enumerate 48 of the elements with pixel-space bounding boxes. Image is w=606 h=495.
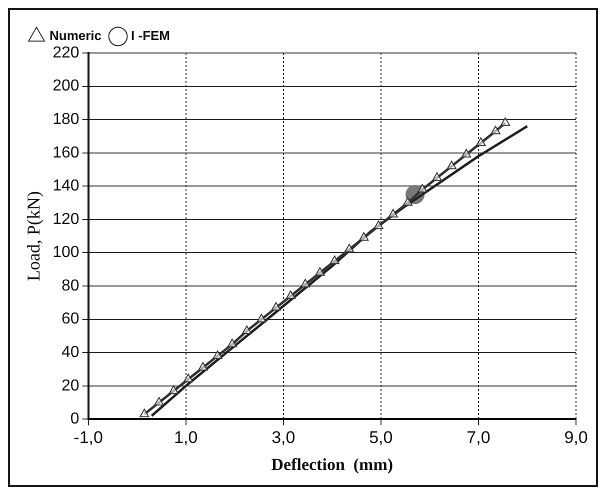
point [490, 126, 500, 134]
point [256, 314, 266, 322]
point [344, 244, 354, 252]
y-tick-label: 80 [62, 277, 80, 294]
y-tick-label: 200 [52, 78, 80, 95]
legend-label: I -FEM [131, 28, 170, 44]
x-tick-label: 7,0 [466, 428, 490, 448]
point [271, 302, 281, 311]
y-tick-label: 180 [52, 110, 80, 128]
point [388, 208, 398, 218]
point [418, 184, 428, 192]
y-tick-label: 220 [52, 44, 80, 62]
point [212, 350, 222, 359]
point [154, 397, 164, 406]
y-tick-label: 100 [52, 244, 80, 262]
point [432, 172, 442, 181]
point [168, 385, 178, 394]
point [500, 117, 510, 126]
y-tick-label: 60 [62, 310, 80, 328]
point [476, 137, 486, 146]
point [140, 408, 150, 418]
x-tick-label: 5,0 [369, 428, 393, 448]
y-axis-title: Load, P(kN) [24, 191, 44, 282]
point [461, 149, 472, 158]
x-tick-label: -1,0 [74, 428, 103, 448]
point [242, 325, 252, 334]
y-tick-label: 20 [62, 377, 80, 394]
legend-label: Numeric [50, 28, 102, 44]
point [315, 267, 325, 276]
point [374, 220, 384, 230]
point [446, 160, 456, 170]
y-tick-label: 140 [52, 178, 80, 195]
y-tick-label: 0 [70, 410, 80, 428]
x-tick-label: 3,0 [272, 428, 296, 448]
y-tick-label: 120 [52, 210, 80, 228]
point [198, 362, 208, 371]
point [227, 338, 237, 348]
point [286, 290, 296, 300]
point [183, 374, 194, 382]
x-tick-label: 9,0 [564, 428, 588, 448]
point [359, 232, 369, 241]
point [300, 278, 310, 288]
y-tick-label: 40 [62, 344, 80, 362]
point [402, 197, 413, 206]
x-axis-title: Deflection (mm) [271, 455, 394, 474]
x-tick-label: 1,0 [174, 428, 198, 448]
point [330, 256, 340, 264]
y-tick-label: 160 [52, 144, 80, 162]
